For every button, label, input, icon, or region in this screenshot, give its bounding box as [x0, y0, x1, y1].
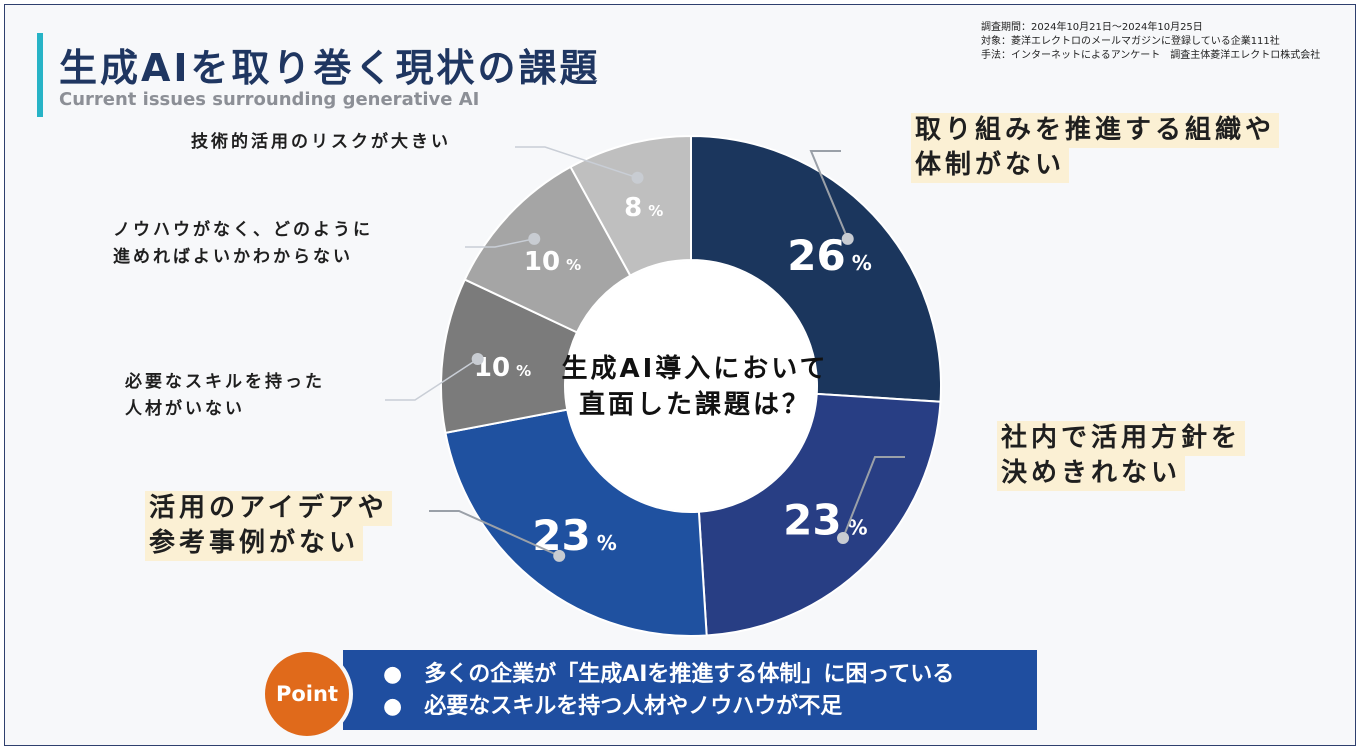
donut-chart: 26 %23 %23 %10 %10 %8%: [385, 134, 942, 637]
point-list: ● 多くの企業が「生成AIを推進する体制」に困っている ● 必要なスキルを持つ人…: [383, 659, 954, 723]
chart-center-text: 生成AI導入において 直面した課題は？: [490, 351, 900, 423]
slice-label-ideas: 活用のアイデアや 参考事例がない: [145, 491, 392, 561]
slice-label-line: 進めればよいかわからない: [113, 247, 353, 267]
slice-label-knowhow: ノウハウがなく、どのように 進めればよいかわからない: [113, 217, 373, 271]
slice-label-line: 必要なスキルを持った: [125, 372, 325, 392]
slice-value-label: 23%: [783, 495, 868, 544]
slice-value-label: 8%: [624, 193, 663, 223]
leader-line: [842, 456, 905, 539]
point-box: [343, 650, 1037, 730]
survey-period: 調査期間：2024年10月21日～2024年10月25日: [981, 22, 1203, 33]
leader-dot: [528, 232, 541, 245]
point-badge: Point: [261, 648, 353, 740]
slide: 生成AIを取り巻く現状の課題 Current issues surroundin…: [4, 4, 1356, 746]
page-title: 生成AIを取り巻く現状の課題: [59, 46, 601, 90]
survey-info: 調査期間：2024年10月21日～2024年10月25日 対象：菱洋エレクトロの…: [981, 21, 1320, 63]
donut-slice-policy: [697, 392, 942, 637]
page-subtitle: Current issues surrounding generative AI: [59, 89, 480, 110]
leader-line: [809, 150, 849, 240]
donut-slice-organization: [690, 134, 942, 403]
survey-method: 手法：インターネットによるアンケート 調査主体菱洋エレクトロ株式会社: [981, 50, 1321, 61]
slice-label-organization: 取り組みを推進する組織や 体制がない: [911, 113, 1280, 183]
slice-label-line: 人材がいない: [125, 399, 245, 419]
leader-line: [465, 238, 535, 248]
slice-label-line: 取り組みを推進する組織や: [911, 113, 1280, 148]
center-text-line: 直面した課題は？: [578, 390, 811, 420]
center-text-line: 生成AI導入において: [561, 354, 829, 384]
leader-dot: [841, 232, 854, 245]
slice-label-risk: 技術的活用のリスクが大きい: [191, 129, 451, 156]
point-item: ● 多くの企業が「生成AIを推進する体制」に困っている: [383, 662, 955, 687]
title-accent-bar: [37, 33, 43, 117]
slice-label-line: 活用のアイデアや: [145, 491, 392, 526]
slice-label-policy: 社内で活用方針を 決めきれない: [997, 421, 1246, 491]
point-item: ● 必要なスキルを持つ人材やノウハウが不足: [383, 694, 843, 719]
donut-slice-risk: [569, 134, 692, 277]
leader-dot: [631, 171, 644, 184]
slice-label-line: 決めきれない: [997, 456, 1186, 491]
donut-hole: [566, 261, 816, 511]
survey-target: 対象：菱洋エレクトロのメールマガジンに登録している企業111社: [981, 36, 1280, 47]
leader-line: [515, 146, 638, 179]
slice-value-label: 10%: [524, 247, 581, 277]
slice-label-line: ノウハウがなく、どのように: [113, 220, 373, 240]
slice-value-label: 26%: [787, 231, 872, 280]
slice-label-line: 参考事例がない: [145, 526, 364, 561]
leader-dot: [837, 532, 850, 545]
donut-slice-ideas: [444, 408, 708, 637]
slice-label-line: 技術的活用のリスクが大きい: [191, 132, 451, 152]
leader-line: [429, 510, 560, 557]
leader-dot: [471, 353, 484, 366]
slice-label-skills: 必要なスキルを持った 人材がいない: [125, 369, 325, 423]
slice-label-line: 社内で活用方針を: [997, 421, 1246, 456]
leader-line: [385, 358, 479, 401]
slice-label-line: 体制がない: [911, 148, 1070, 183]
leader-dot: [553, 549, 566, 562]
